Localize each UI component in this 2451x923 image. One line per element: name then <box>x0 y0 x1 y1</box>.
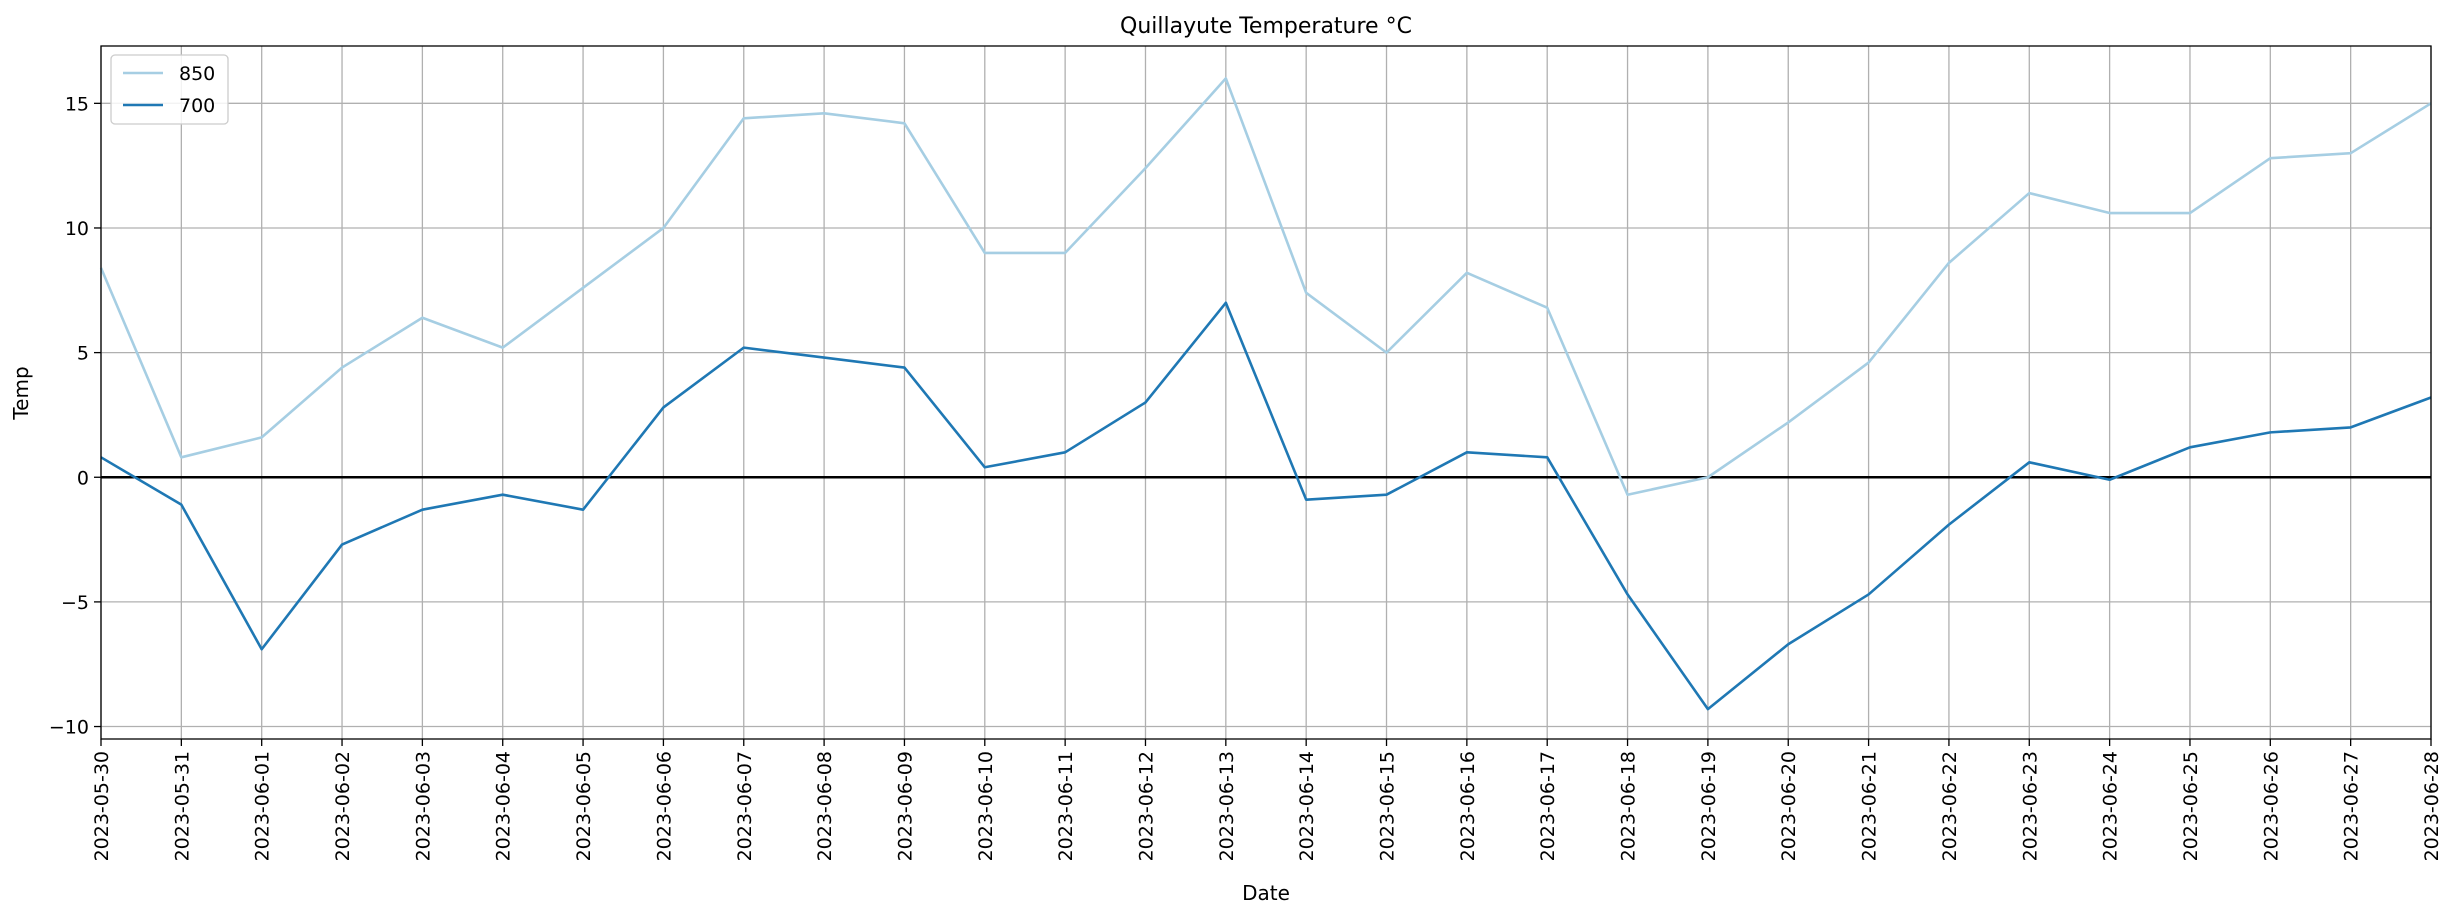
x-tick-label: 2023-06-21 <box>1859 751 1881 861</box>
y-tick-label: 0 <box>77 467 89 489</box>
grid <box>100 46 2432 739</box>
x-axis-label: Date <box>1242 881 1290 905</box>
series-line-700 <box>100 301 2432 711</box>
x-tick-label: 2023-06-14 <box>1296 751 1318 861</box>
legend-label: 850 <box>179 63 215 85</box>
x-axis-ticks: 2023-05-30 2023-05-31 2023-06-01 2023-06-02… <box>91 739 2443 861</box>
x-tick-label: 2023-06-07 <box>734 751 756 861</box>
x-tick-label: 2023-06-11 <box>1055 751 1077 861</box>
x-tick-label: 2023-06-23 <box>2019 751 2041 861</box>
x-tick-label: 2023-06-26 <box>2260 751 2282 861</box>
x-tick-label: 2023-06-08 <box>814 751 836 861</box>
x-tick-label: 2023-06-05 <box>573 751 595 861</box>
x-tick-label: 2023-06-02 <box>332 751 354 861</box>
x-tick-label: 2023-06-04 <box>493 751 515 861</box>
y-tick-label: 15 <box>65 93 89 115</box>
series-layer <box>99 77 2432 711</box>
x-tick-label: 2023-06-28 <box>2421 751 2443 861</box>
y-tick-label: −10 <box>49 717 89 739</box>
x-tick-label: 2023-06-22 <box>1939 751 1961 861</box>
x-tick-label: 2023-06-17 <box>1537 751 1559 861</box>
x-tick-label: 2023-06-03 <box>412 751 434 861</box>
x-tick-label: 2023-06-09 <box>894 751 916 861</box>
series-line-850 <box>99 77 2432 497</box>
x-tick-label: 2023-06-12 <box>1135 751 1157 861</box>
x-tick-label: 2023-06-10 <box>975 751 997 861</box>
x-tick-label: 2023-06-19 <box>1698 751 1720 861</box>
plot-frame <box>100 45 2432 740</box>
x-tick-label: 2023-06-16 <box>1457 751 1479 861</box>
x-tick-label: 2023-05-30 <box>91 751 113 861</box>
x-tick-label: 2023-06-25 <box>2180 751 2202 861</box>
x-tick-label: 2023-06-06 <box>653 751 675 861</box>
x-tick-label: 2023-05-31 <box>171 751 193 861</box>
legend-label: 700 <box>179 95 215 117</box>
chart-title: Quillayute Temperature °C <box>1120 14 1412 39</box>
y-tick-label: 10 <box>65 218 89 240</box>
x-tick-label: 2023-06-15 <box>1377 751 1399 861</box>
y-tick-label: −5 <box>61 592 89 614</box>
y-axis-label: Temp <box>9 366 33 420</box>
y-tick-label: 5 <box>77 343 89 365</box>
x-tick-label: 2023-06-27 <box>2341 751 2363 861</box>
y-axis-ticks: −10 −5 0 5 10 15 <box>49 93 101 739</box>
x-tick-label: 2023-06-24 <box>2100 751 2122 861</box>
x-tick-label: 2023-06-18 <box>1618 751 1640 861</box>
x-tick-label: 2023-06-20 <box>1778 751 1800 861</box>
x-tick-label: 2023-06-01 <box>252 751 274 861</box>
x-tick-label: 2023-06-13 <box>1216 751 1238 861</box>
